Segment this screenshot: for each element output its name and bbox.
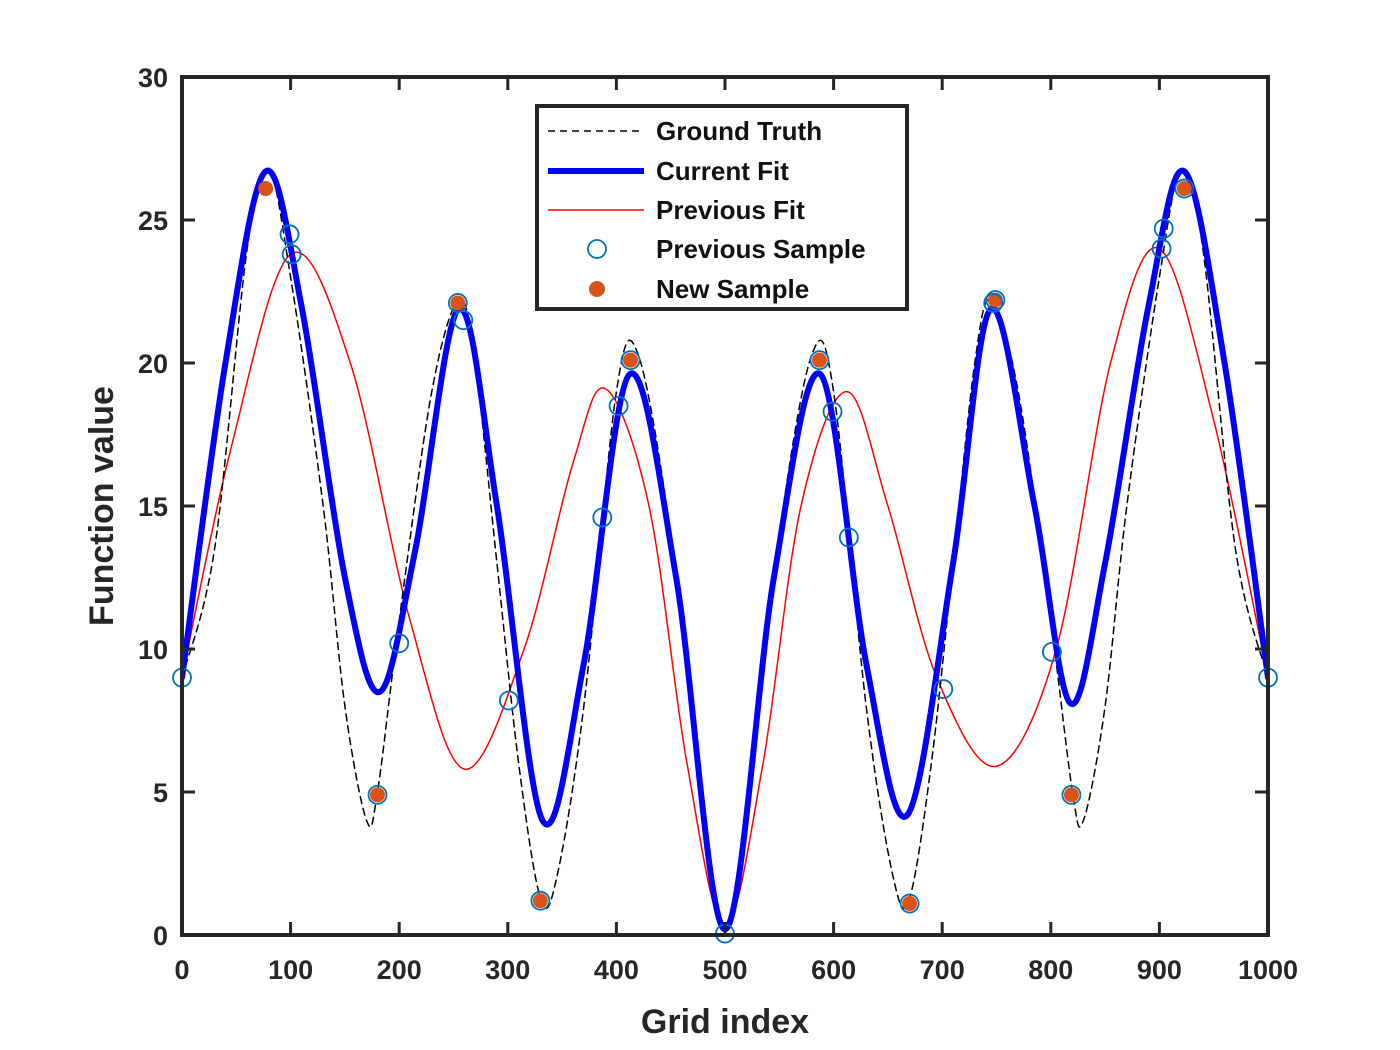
y-tick-label: 15 [138,492,168,522]
previous-sample-point [1174,178,1195,199]
x-axis-label: Grid index [641,1003,809,1041]
legend-box [535,104,909,311]
previous-sample-point [389,633,410,654]
legend-swatch-new-sample [589,281,605,297]
previous-sample-point [281,244,302,265]
legend-label-previous-fit: Previous Fit [656,195,805,225]
y-tick-label: 25 [138,206,168,236]
new-sample-point [811,352,827,368]
previous-sample-point [498,690,519,711]
x-tick-label: 100 [268,955,313,985]
new-sample-point [623,352,639,368]
new-sample-point [532,893,548,909]
y-axis-label: Function value [83,386,121,626]
previous-sample-point [608,395,629,416]
previous-sample-point [1151,238,1172,259]
x-tick-label: 700 [920,955,965,985]
previous-sample-point [367,784,388,805]
legend: Ground Truth Current Fit Previous Fit Pr… [535,104,909,311]
y-tick-label: 10 [138,635,168,665]
previous-sample-point [620,350,641,371]
x-tick-label: 500 [702,955,747,985]
previous-sample-point [530,890,551,911]
new-sample-point [1176,181,1192,197]
x-tick-label: 600 [811,955,856,985]
legend-label-current-fit: Current Fit [656,156,789,186]
previous-sample-point [809,350,830,371]
legend-label-ground-truth: Ground Truth [656,116,822,146]
new-sample-point [258,181,274,197]
previous-sample-point [822,401,843,422]
legend-label-previous-sample: Previous Sample [656,234,866,264]
previous-sample-point [1041,641,1062,662]
y-tick-label: 20 [138,349,168,379]
previous-sample-point [985,290,1006,310]
x-tick-label: 200 [377,955,422,985]
x-tick-label: 900 [1137,955,1182,985]
x-tick-label: 400 [594,955,639,985]
x-tick-label: 800 [1028,955,1073,985]
new-sample-point [1063,787,1079,803]
previous-sample-point [983,293,1004,313]
previous-sample-point [933,679,954,699]
x-tick-label: 0 [174,955,189,985]
previous-sample-point [453,310,474,331]
previous-sample-point [1061,784,1082,805]
tick-layer: 0 100 200 300 400 500 600 700 800 900 1000 0 5 10 15 20… [138,63,1298,985]
x-tick-label: 1000 [1238,955,1298,985]
legend-label-new-sample: New Sample [656,274,809,304]
legend-swatch-previous-sample [587,239,607,259]
previous-sample-point [592,507,613,528]
y-tick-label: 5 [153,778,168,808]
previous-sample-point [838,527,859,548]
previous-sample-point [899,893,920,914]
previous-sample-point [279,224,300,245]
new-sample-point [369,787,385,803]
x-tick-label: 300 [485,955,530,985]
y-tick-label: 30 [138,63,168,93]
previous-sample-point [1153,218,1174,239]
new-sample-point [902,896,918,912]
new-sample-point [450,295,466,311]
y-tick-label: 0 [153,921,168,951]
